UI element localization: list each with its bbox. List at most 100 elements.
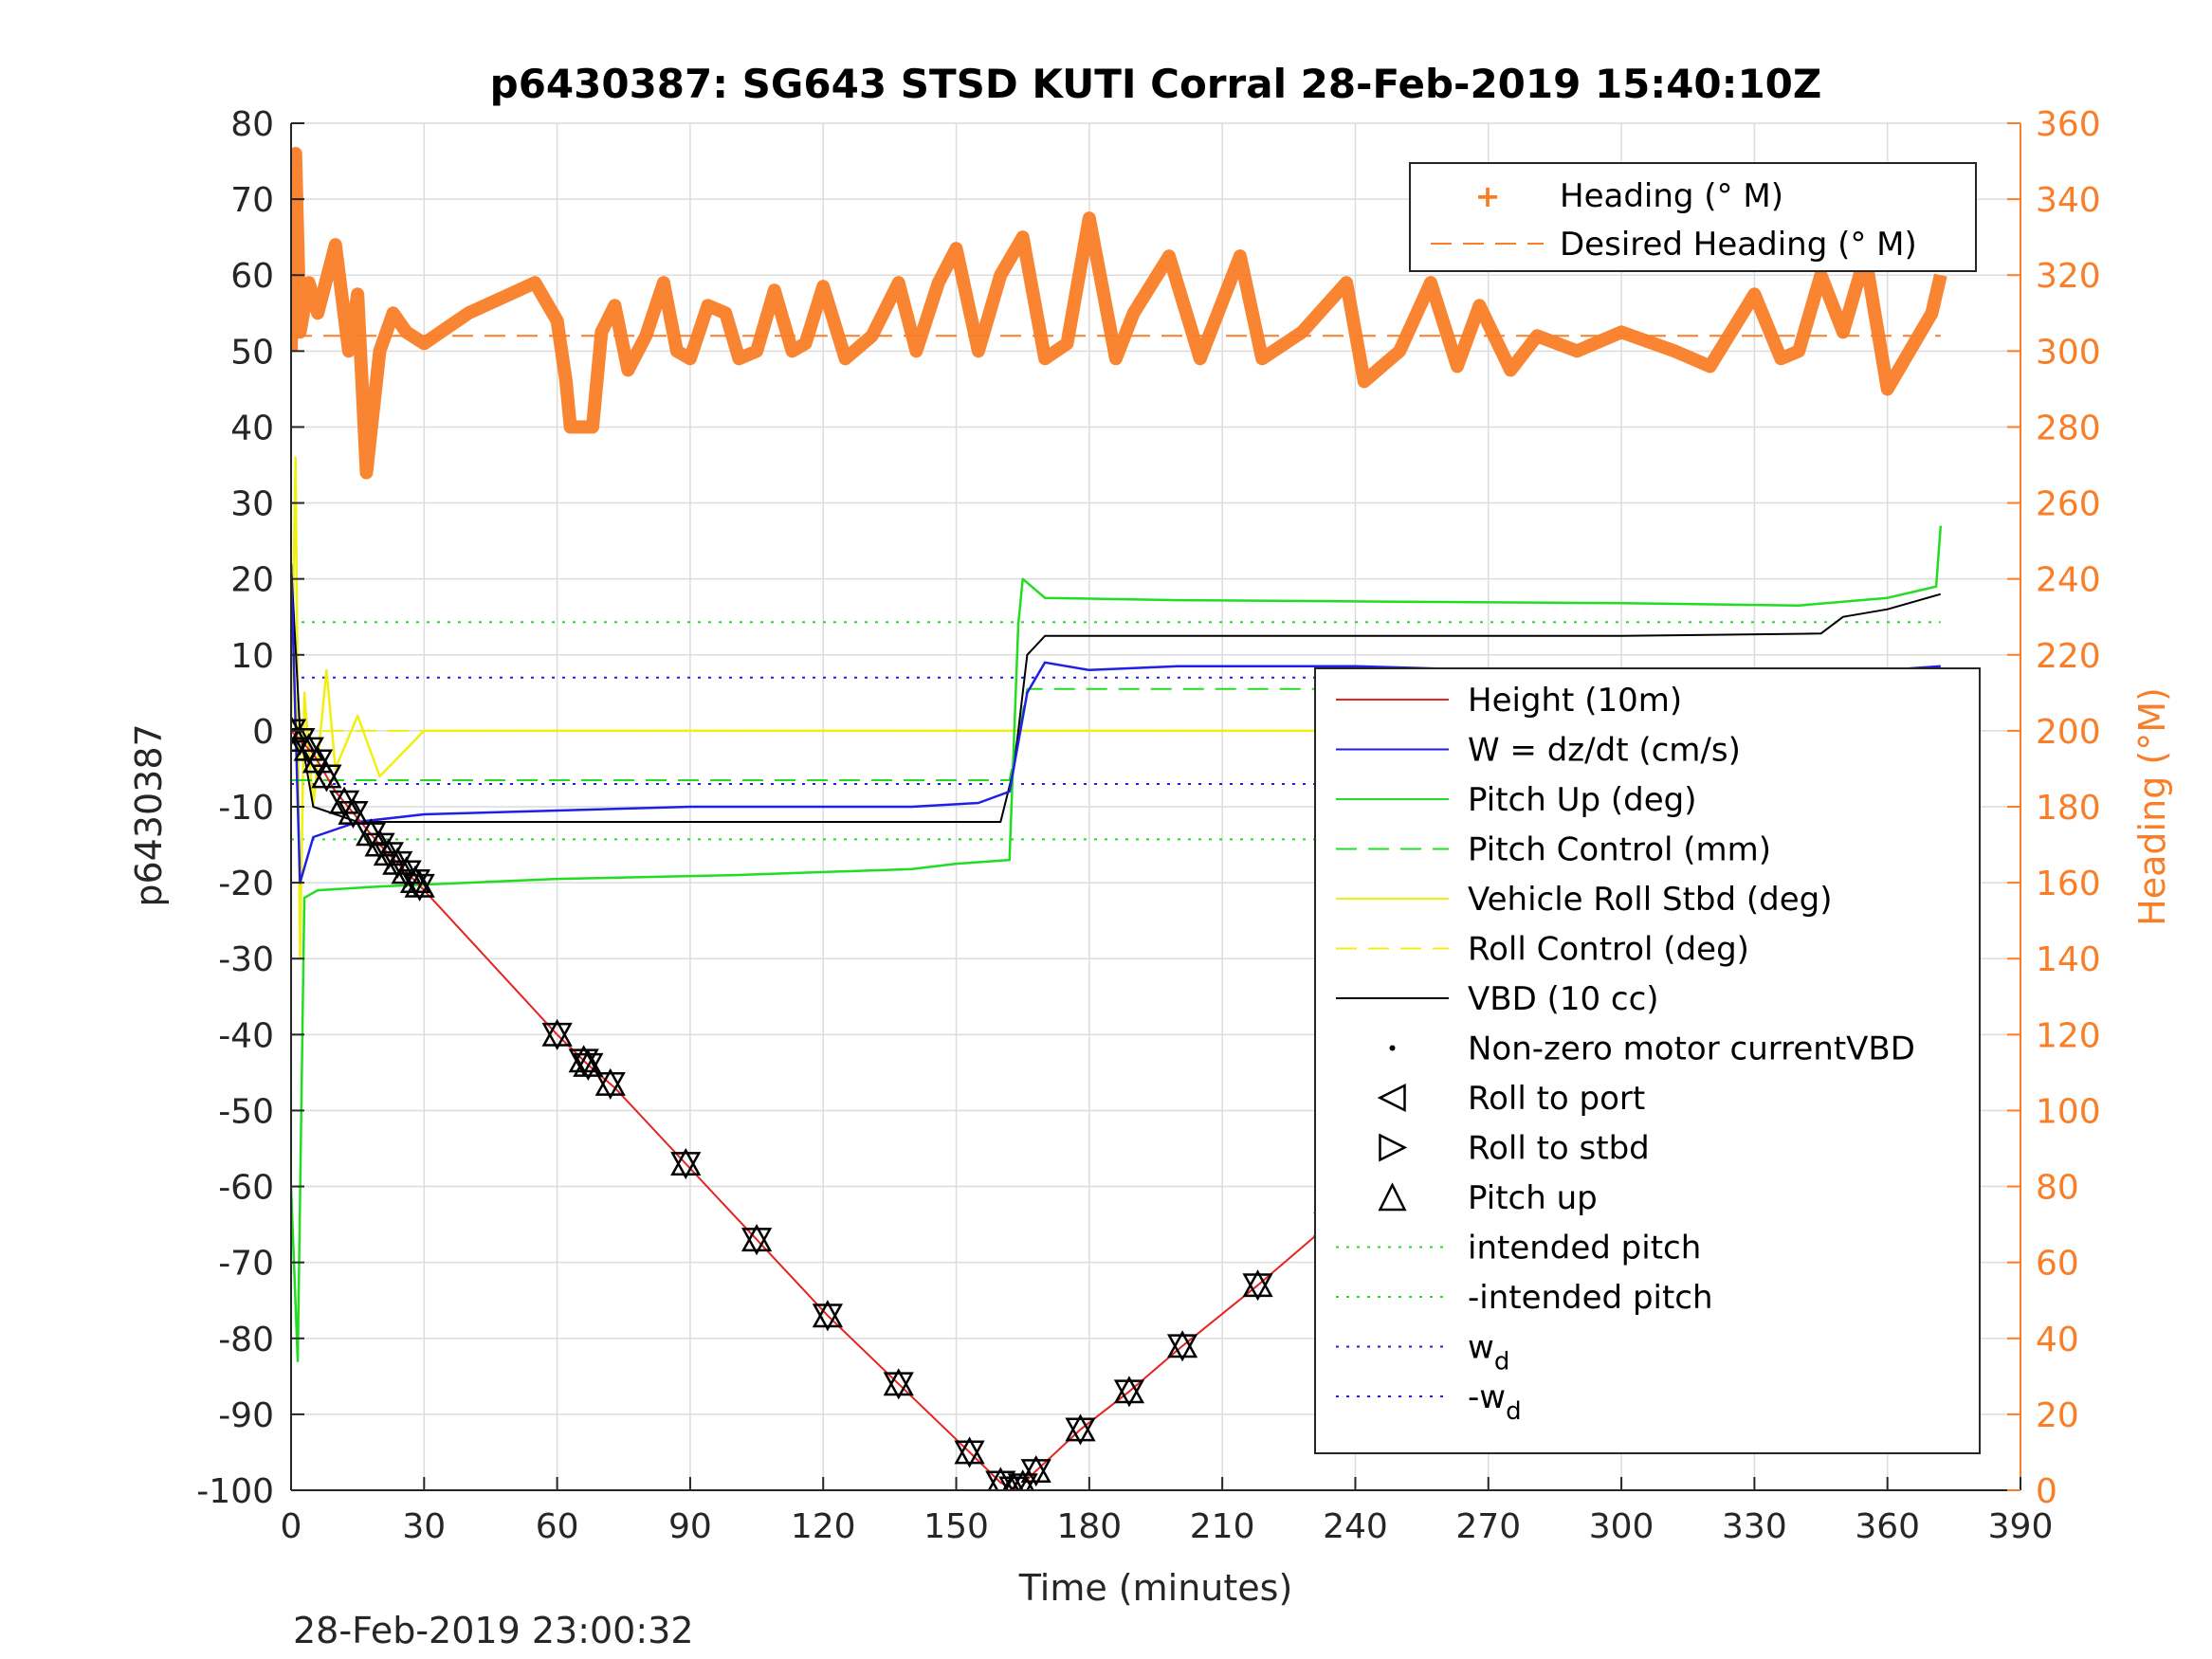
y-tick-label-right: 60 — [2036, 1245, 2079, 1284]
roll-marker — [311, 764, 342, 793]
legend-label: Roll Control (deg) — [1468, 931, 1749, 969]
y-tick-label-left: -80 — [218, 1321, 274, 1359]
pitch-up-marker — [1242, 1269, 1273, 1298]
series-heading-m — [291, 147, 1947, 480]
x-tick-label: 60 — [536, 1507, 579, 1546]
x-tick-label: 30 — [402, 1507, 446, 1546]
legend-heading: + Heading (° M) Desired Heading (° M) — [1409, 162, 1977, 272]
y-tick-label-right: 300 — [2036, 333, 2101, 372]
legend-label: intended pitch — [1468, 1230, 1701, 1267]
roll-marker — [812, 1304, 844, 1332]
y-tick-label-left: 50 — [230, 333, 274, 372]
y-tick-label-left: 0 — [252, 713, 274, 752]
y-tick-label-right: 320 — [2036, 257, 2101, 296]
y-tick-label-left: -40 — [218, 1016, 274, 1055]
pitch-up-marker — [1113, 1376, 1145, 1404]
legend-label: Vehicle Roll Stbd (deg) — [1468, 881, 1833, 919]
pitch-up-marker — [1166, 1330, 1198, 1358]
roll-marker — [954, 1440, 985, 1468]
legend-label: Pitch up — [1468, 1179, 1598, 1217]
legend-main: Height (10m) W = dz/dt (cm/s) Pitch Up (de… — [1314, 667, 1981, 1454]
roll-marker — [740, 1228, 773, 1256]
pitch-up-marker — [356, 818, 387, 847]
roll-marker — [1007, 1473, 1038, 1490]
y-tick-label-right: 160 — [2036, 865, 2101, 903]
y-tick-label-right: 100 — [2036, 1092, 2101, 1131]
x-tick-label: 150 — [923, 1507, 989, 1546]
legend-label: VBD (10 cc) — [1468, 980, 1659, 1018]
y-tick-label-left: 70 — [230, 181, 274, 220]
y-tick-label-right: 340 — [2036, 181, 2101, 220]
legend-label: Roll to stbd — [1468, 1130, 1650, 1168]
y-tick-label-left: -90 — [218, 1396, 274, 1435]
roll-marker — [1242, 1273, 1273, 1302]
pitch-up-marker — [1011, 1469, 1034, 1490]
y-tick-label-right: 0 — [2036, 1472, 2057, 1511]
pitch-up-marker — [573, 1048, 604, 1077]
legend-label: -intended pitch — [1468, 1279, 1713, 1317]
x-tick-label: 210 — [1190, 1507, 1255, 1546]
pitch-up-marker — [987, 1467, 1014, 1490]
y-tick-label-right: 280 — [2036, 409, 2101, 447]
legend-swatch-marker — [1378, 1182, 1407, 1212]
x-tick-label: 90 — [668, 1507, 712, 1546]
x-tick-label: 0 — [281, 1507, 302, 1546]
chart-title: p6430387: SG643 STSD KUTI Corral 28-Feb-… — [490, 61, 1822, 107]
roll-marker — [1166, 1334, 1198, 1362]
pitch-up-marker — [670, 1147, 702, 1176]
roll-marker — [594, 1071, 626, 1100]
legend-heading-marker: + — [1475, 178, 1501, 214]
roll-marker — [985, 1470, 1016, 1490]
x-axis-label: Time (minutes) — [1018, 1567, 1293, 1609]
y-tick-label-left: 20 — [230, 561, 274, 600]
legend-label: Non-zero motor currentVBD — [1468, 1030, 1915, 1068]
y-tick-label-left: -70 — [218, 1245, 274, 1284]
x-tick-label: 390 — [1988, 1507, 2054, 1546]
roll-marker — [338, 800, 369, 829]
pitch-up-marker — [1020, 1455, 1051, 1484]
pitch-up-marker — [1065, 1413, 1096, 1442]
legend-heading-label-1: Desired Heading (° M) — [1560, 226, 1917, 264]
y-axis-label-left: p6430387 — [128, 723, 170, 906]
roll-marker — [1065, 1417, 1096, 1446]
y-tick-label-left: -50 — [218, 1092, 274, 1131]
pitch-up-marker — [328, 786, 360, 814]
series-pitch-up-deg — [291, 525, 1943, 1363]
x-tick-label: 300 — [1589, 1507, 1654, 1546]
y-tick-label-right: 80 — [2036, 1169, 2079, 1208]
y-tick-label-right: 120 — [2036, 1016, 2101, 1055]
y-tick-label-right: 360 — [2036, 105, 2101, 144]
y-tick-label-right: 20 — [2036, 1396, 2079, 1435]
roll-marker — [1020, 1459, 1051, 1487]
legend-swatch-dot — [1389, 1045, 1396, 1051]
pitch-up-marker — [954, 1436, 985, 1465]
pitch-up-marker — [740, 1224, 773, 1252]
y-tick-label-left: -30 — [218, 940, 274, 979]
y-tick-label-left: -60 — [218, 1169, 274, 1208]
y-tick-label-left: 40 — [230, 409, 274, 447]
y-tick-label-left: 10 — [230, 637, 274, 676]
y-tick-label-left: -10 — [218, 789, 274, 828]
pitch-up-marker — [812, 1300, 844, 1328]
y-tick-label-right: 220 — [2036, 637, 2101, 676]
roll-marker — [568, 1048, 599, 1077]
x-tick-label: 360 — [1855, 1507, 1920, 1546]
legend-heading-box — [1409, 162, 1977, 272]
x-tick-label: 180 — [1056, 1507, 1122, 1546]
roll-marker — [404, 873, 435, 902]
roll-marker — [573, 1052, 604, 1081]
x-tick-label: 240 — [1323, 1507, 1388, 1546]
y-tick-label-right: 240 — [2036, 561, 2101, 600]
y-tick-label-right: 180 — [2036, 789, 2101, 828]
roll-marker — [883, 1372, 914, 1400]
y-tick-label-left: -100 — [196, 1472, 274, 1511]
y-tick-label-right: 260 — [2036, 485, 2101, 524]
legend-label: Pitch Up (deg) — [1468, 781, 1696, 819]
y-axis-label-right: Heading (°M) — [2131, 687, 2173, 926]
x-tick-label: 330 — [1722, 1507, 1787, 1546]
legend-label: Pitch Control (mm) — [1468, 831, 1771, 869]
pitch-up-marker — [338, 796, 369, 825]
x-tick-label: 120 — [791, 1507, 856, 1546]
y-tick-label-right: 140 — [2036, 940, 2101, 979]
